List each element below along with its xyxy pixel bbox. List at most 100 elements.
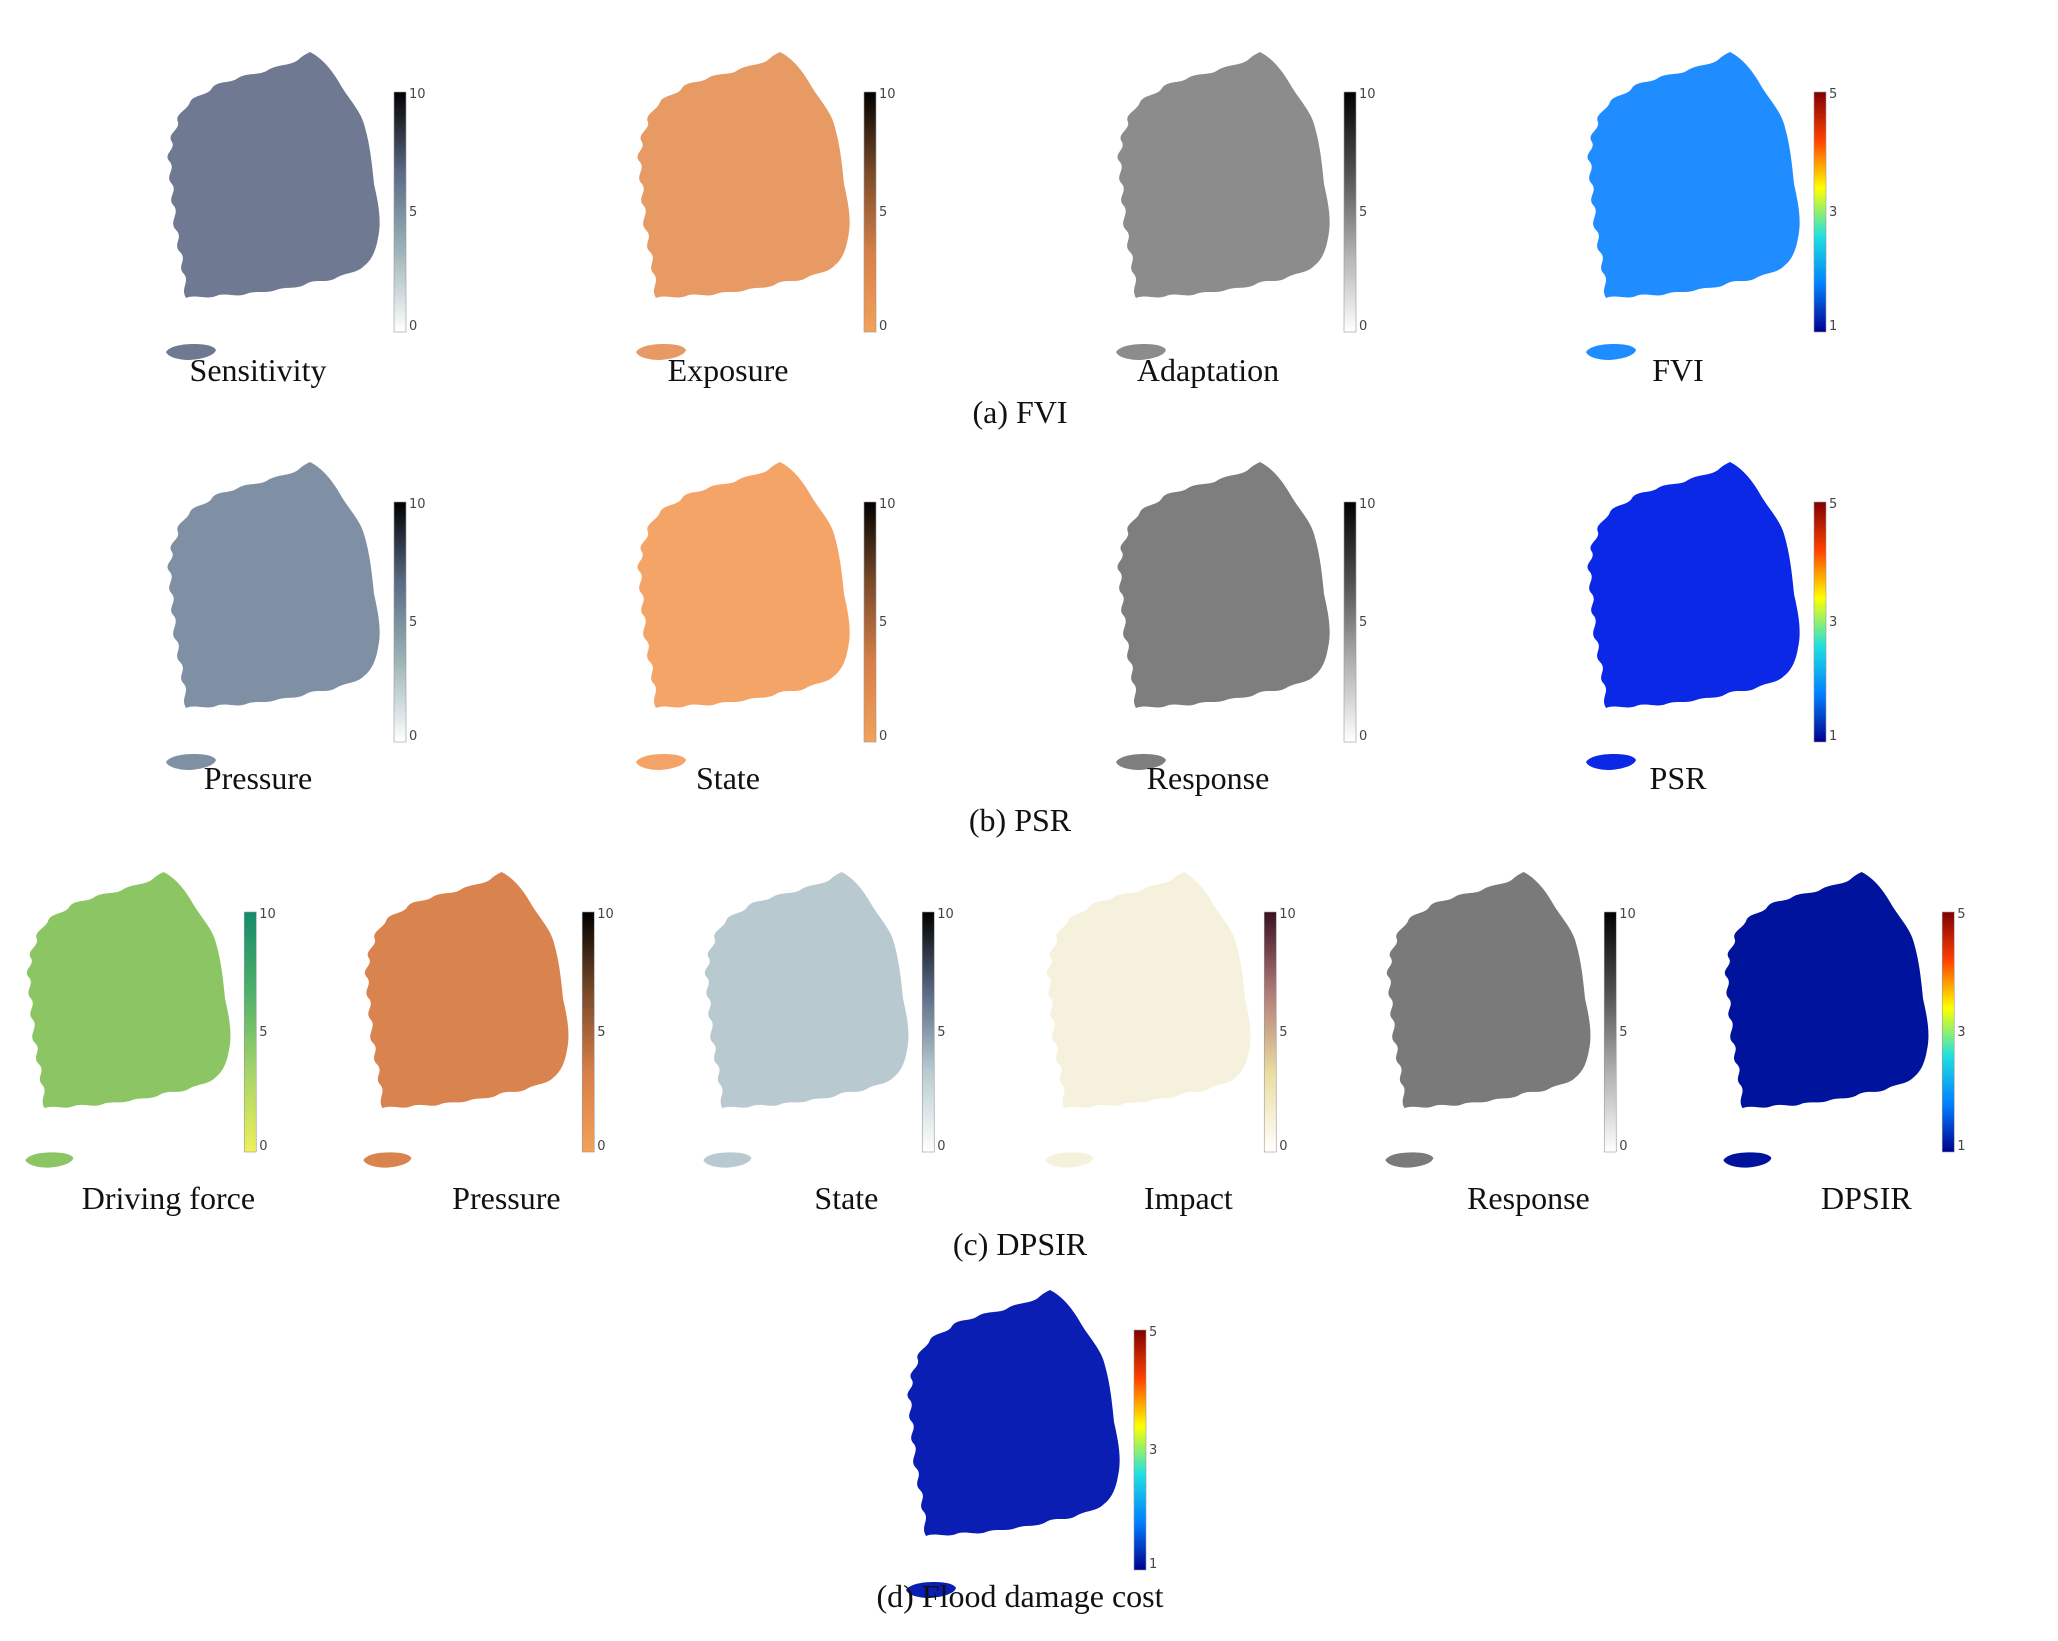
colorbar xyxy=(1603,911,1617,1153)
mainland-region xyxy=(637,462,850,708)
panel-label: Exposure xyxy=(667,352,789,388)
map-panel: 10 5 0 xyxy=(150,52,450,372)
island-region xyxy=(25,1152,74,1168)
panel-label: Pressure xyxy=(452,1180,561,1216)
colorbar-tick-label: 0 xyxy=(1279,1139,1287,1154)
colorbar-tick-label: 10 xyxy=(409,497,426,512)
colorbar xyxy=(393,501,407,743)
map-panel: 5 3 1 xyxy=(1708,872,2008,1192)
colorbar-tick-label: 5 xyxy=(1619,1025,1627,1040)
group-caption: (d) Flood damage cost xyxy=(876,1578,1164,1614)
colorbar-tick-label: 10 xyxy=(597,907,614,922)
colorbar-tick-label: 5 xyxy=(879,205,887,220)
panel-label: State xyxy=(814,1180,879,1216)
mainland-region xyxy=(1386,872,1591,1109)
map-panel: 10 5 0 xyxy=(348,872,648,1192)
colorbar-tick-label: 1 xyxy=(1957,1139,1965,1154)
colorbar-tick-label: 0 xyxy=(597,1139,605,1154)
colorbar xyxy=(1343,501,1357,743)
colorbar xyxy=(581,911,595,1153)
colorbar-tick-label: 0 xyxy=(879,319,887,334)
colorbar-tick-label: 5 xyxy=(1829,497,1837,512)
panel-label: Pressure xyxy=(203,760,313,796)
colorbar-tick-label: 1 xyxy=(1149,1557,1157,1572)
map-panel: 5 3 1 xyxy=(890,1290,1190,1610)
colorbar-tick-label: 0 xyxy=(409,319,417,334)
colorbar-tick-label: 10 xyxy=(879,87,896,102)
colorbar xyxy=(243,911,257,1153)
colorbar-tick-label: 5 xyxy=(1957,907,1965,922)
colorbar-tick-label: 1 xyxy=(1829,319,1837,334)
colorbar-tick-label: 10 xyxy=(259,907,276,922)
mainland-region xyxy=(1587,52,1800,298)
panel-label: Adaptation xyxy=(1136,352,1280,388)
colorbar-tick-label: 10 xyxy=(1359,497,1376,512)
island-region xyxy=(1723,1152,1772,1168)
island-region xyxy=(1045,1152,1094,1168)
colorbar-tick-label: 1 xyxy=(1829,729,1837,744)
mainland-region xyxy=(364,872,569,1109)
mainland-region xyxy=(907,1290,1120,1536)
map-panel: 10 5 0 xyxy=(1370,872,1670,1192)
colorbar-tick-label: 10 xyxy=(1279,907,1296,922)
map-panel: 10 5 0 xyxy=(150,462,450,782)
colorbar-tick-label: 3 xyxy=(1149,1443,1157,1458)
group-caption: (c) DPSIR xyxy=(952,1226,1088,1262)
panel-label: FVI xyxy=(1652,352,1704,388)
mainland-region xyxy=(1117,52,1330,298)
colorbar-tick-label: 0 xyxy=(1619,1139,1627,1154)
colorbar-tick-label: 0 xyxy=(937,1139,945,1154)
colorbar xyxy=(393,91,407,333)
colorbar xyxy=(1343,91,1357,333)
panel-label: Response xyxy=(1467,1180,1590,1216)
mainland-region xyxy=(167,462,380,708)
colorbar-tick-label: 10 xyxy=(879,497,896,512)
mainland-region xyxy=(1587,462,1800,708)
colorbar-tick-label: 5 xyxy=(259,1025,267,1040)
mainland-region xyxy=(637,52,850,298)
mainland-region xyxy=(1046,872,1251,1109)
map-panel: 10 5 0 xyxy=(1100,52,1400,372)
panel-label: DPSIR xyxy=(1821,1180,1912,1216)
colorbar-tick-label: 5 xyxy=(937,1025,945,1040)
island-region xyxy=(1385,1152,1434,1168)
map-panel: 10 5 0 xyxy=(688,872,988,1192)
colorbar-tick-label: 0 xyxy=(1359,729,1367,744)
mainland-region xyxy=(167,52,380,298)
mainland-region xyxy=(26,872,231,1109)
colorbar-tick-label: 3 xyxy=(1957,1025,1965,1040)
group-caption: (a) FVI xyxy=(972,394,1068,430)
colorbar-tick-label: 5 xyxy=(879,615,887,630)
map-panel: 10 5 0 xyxy=(620,52,920,372)
colorbar-tick-label: 0 xyxy=(879,729,887,744)
map-panel: 5 3 1 xyxy=(1570,462,1870,782)
colorbar-tick-label: 5 xyxy=(409,205,417,220)
colorbar xyxy=(921,911,935,1153)
map-panel: 10 5 0 xyxy=(1030,872,1330,1192)
panel-label: Response xyxy=(1146,760,1270,796)
group-caption: (b) PSR xyxy=(968,802,1072,838)
panel-label: PSR xyxy=(1649,760,1707,796)
panel-label: Sensitivity xyxy=(189,352,327,388)
colorbar-tick-label: 10 xyxy=(1619,907,1636,922)
colorbar-tick-label: 5 xyxy=(1279,1025,1287,1040)
colorbar-tick-label: 0 xyxy=(409,729,417,744)
map-panel: 10 5 0 xyxy=(1100,462,1400,782)
colorbar-tick-label: 5 xyxy=(1829,87,1837,102)
panel-label: Impact xyxy=(1143,1180,1233,1216)
mainland-region xyxy=(1724,872,1929,1109)
colorbar-tick-label: 3 xyxy=(1829,615,1837,630)
colorbar xyxy=(863,501,877,743)
map-panel: 10 5 0 xyxy=(620,462,920,782)
mainland-region xyxy=(704,872,909,1109)
colorbar xyxy=(1263,911,1277,1153)
colorbar-tick-label: 5 xyxy=(1359,205,1367,220)
colorbar-tick-label: 10 xyxy=(1359,87,1376,102)
colorbar xyxy=(1813,91,1827,333)
colorbar-tick-label: 5 xyxy=(597,1025,605,1040)
island-region xyxy=(363,1152,412,1168)
colorbar xyxy=(1941,911,1955,1153)
colorbar-tick-label: 5 xyxy=(409,615,417,630)
colorbar xyxy=(1133,1329,1147,1571)
colorbar xyxy=(1813,501,1827,743)
